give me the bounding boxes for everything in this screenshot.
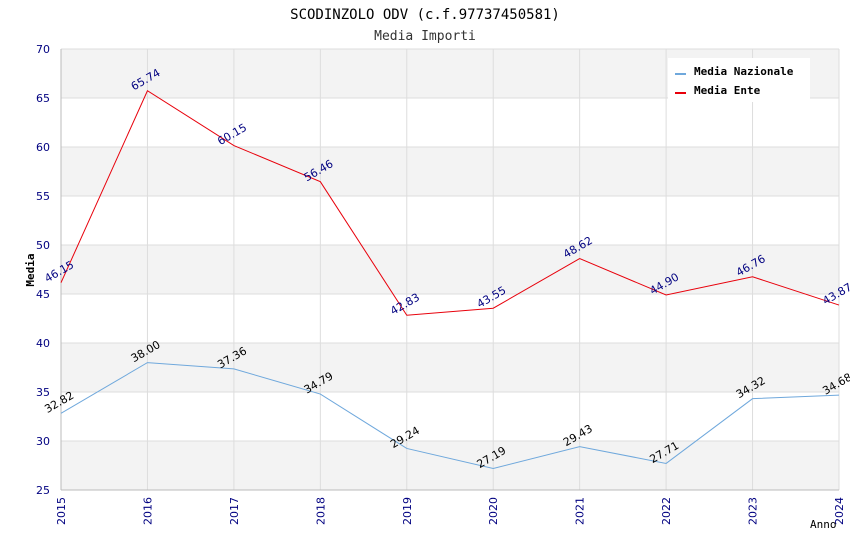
x-axis-label: Anno [810,518,837,531]
chart-subtitle: Media Importi [374,29,476,44]
y-tick-label: 35 [36,386,50,399]
x-tick-label: 2018 [314,497,327,525]
x-tick-label: 2020 [487,497,500,525]
x-tick-label: 2021 [574,497,587,525]
axes [60,49,839,491]
series-line-1 [60,90,840,316]
y-tick-label: 55 [36,190,50,203]
y-tick-label: 50 [36,239,50,252]
x-tick-label: 2023 [747,497,760,525]
y-tick-label: 70 [36,43,50,56]
x-tick-label: 2024 [833,497,846,525]
plot-band [61,245,839,294]
x-tick-label: 2017 [228,497,241,525]
legend-entry: Media Ente [694,84,761,97]
plot-band [61,441,839,490]
y-tick-label: 30 [36,435,50,448]
x-tick-labels: 2015 2016 2017 2018 2019 2020 2021 2022 2023 2024 [55,497,846,525]
legend: Media Nazionale Media Ente [668,58,810,102]
plot-bands [61,49,839,490]
y-tick-labels: 25 30 35 40 45 50 55 60 65 70 [36,43,50,497]
x-tick-label: 2019 [401,497,414,525]
plot-band [61,147,839,196]
x-tick-label: 2022 [660,497,673,525]
plot-band [61,343,839,392]
x-tick-label: 2016 [141,497,154,525]
grid-lines [60,48,840,491]
legend-entry: Media Nazionale [694,65,794,78]
series-line-0 [60,362,840,470]
y-tick-label: 60 [36,141,50,154]
legend-background [668,58,810,102]
chart-title: SCODINZOLO ODV (c.f.97737450581) [290,7,560,23]
x-tick-label: 2015 [55,497,68,525]
y-axis-label: Media [24,253,37,286]
y-tick-label: 45 [36,288,50,301]
y-tick-label: 25 [36,484,50,497]
y-tick-label: 40 [36,337,50,350]
series-lines [60,90,840,470]
y-tick-label: 65 [36,92,50,105]
